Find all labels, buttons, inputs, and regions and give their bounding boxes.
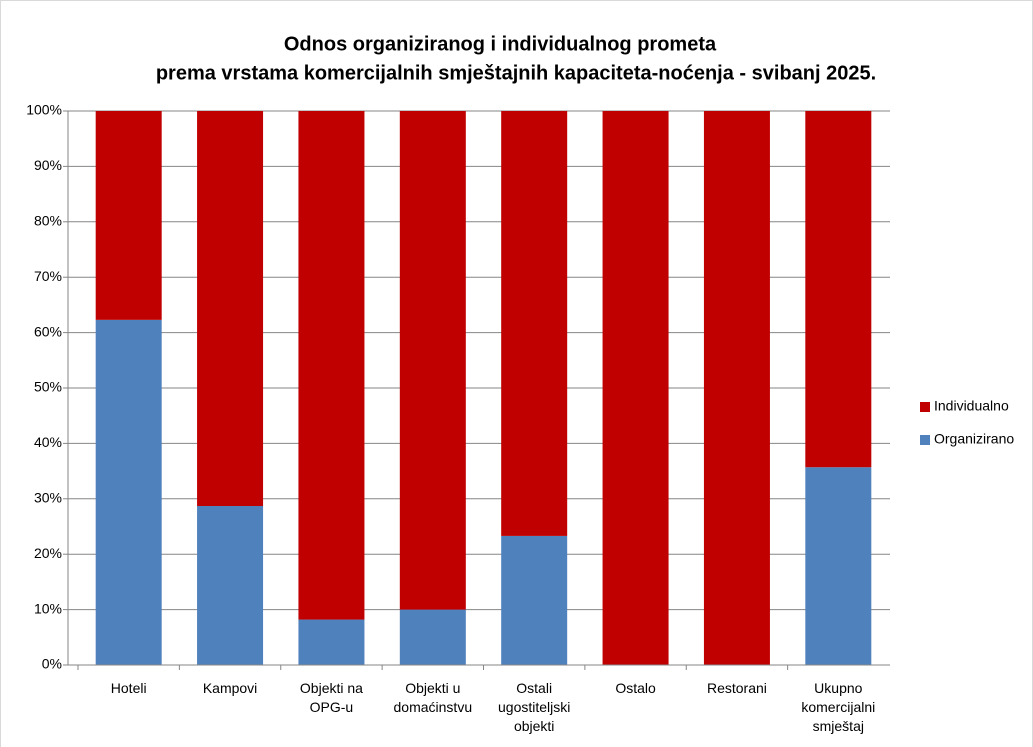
y-tick-label: 50% bbox=[34, 379, 62, 395]
x-tick-label: Hoteli bbox=[110, 680, 147, 696]
y-tick-label: 10% bbox=[34, 600, 62, 616]
bar-segment bbox=[197, 111, 264, 507]
chart-title: Odnos organiziranog i individualnog prom… bbox=[284, 33, 717, 55]
legend-swatch bbox=[920, 402, 930, 412]
bar-segment bbox=[95, 319, 162, 665]
bar-segment bbox=[298, 111, 365, 620]
bar-segment bbox=[602, 111, 669, 665]
legend-swatch bbox=[920, 435, 930, 445]
bar-segment bbox=[399, 111, 466, 610]
bar-segment bbox=[501, 111, 568, 536]
x-tick-label: Restorani bbox=[706, 680, 767, 696]
legend-label: Individualno bbox=[934, 398, 1009, 414]
y-tick-label: 0% bbox=[42, 656, 62, 672]
x-tick-label: Ukupno komercijalni smještaj bbox=[801, 680, 876, 734]
bar-segment bbox=[805, 111, 872, 468]
x-tick-label: Ostali ugostiteljski objekti bbox=[498, 680, 571, 734]
bar-segment bbox=[298, 619, 365, 665]
bar-segment bbox=[703, 111, 770, 665]
y-tick-label: 20% bbox=[34, 545, 62, 561]
bar-segment bbox=[197, 506, 264, 665]
x-tick-label: Kampovi bbox=[202, 680, 258, 696]
y-tick-label: 60% bbox=[34, 323, 62, 339]
y-tick-label: 80% bbox=[34, 213, 62, 229]
y-tick-label: 70% bbox=[34, 268, 62, 284]
x-tick-label: Objekti na OPG-u bbox=[299, 680, 363, 715]
y-tick-label: 30% bbox=[34, 490, 62, 506]
y-tick-label: 100% bbox=[26, 102, 62, 118]
y-tick-label: 40% bbox=[34, 434, 62, 450]
chart-title: prema vrstama komercijalnih smještajnih … bbox=[156, 62, 876, 84]
legend-label: Organizirano bbox=[934, 431, 1014, 447]
bar-segment bbox=[805, 467, 872, 665]
x-tick-label: Ostalo bbox=[615, 680, 656, 696]
bar-segment bbox=[95, 111, 162, 320]
bar-segment bbox=[501, 535, 568, 665]
x-tick-label: Objekti u domaćinstvu bbox=[393, 680, 473, 715]
bar-segment bbox=[399, 609, 466, 665]
y-tick-label: 90% bbox=[34, 157, 62, 173]
